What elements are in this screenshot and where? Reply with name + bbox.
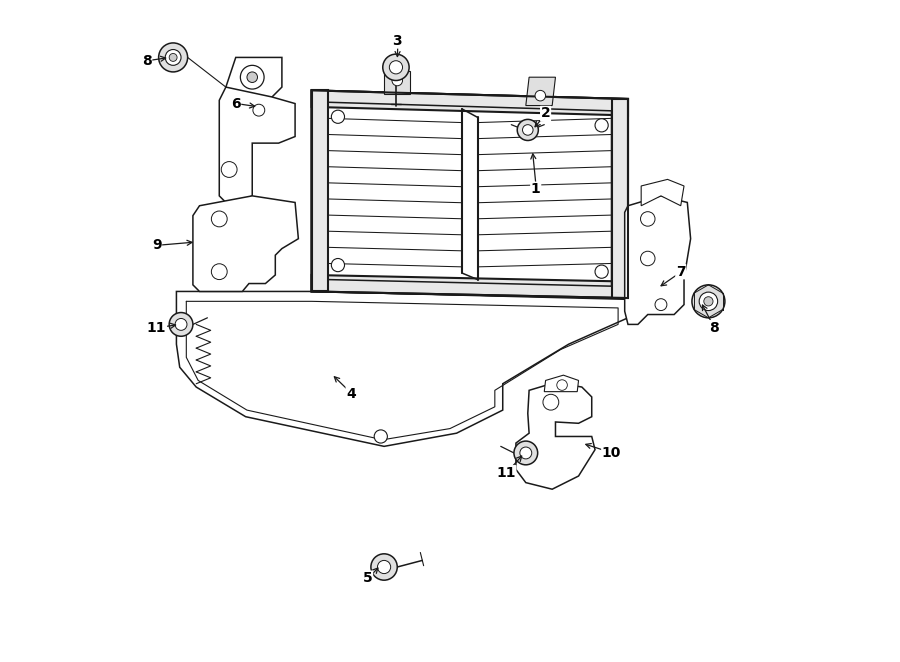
- Circle shape: [221, 162, 237, 177]
- Text: 1: 1: [531, 182, 541, 196]
- Text: 10: 10: [602, 446, 621, 460]
- Circle shape: [699, 292, 717, 310]
- Circle shape: [523, 124, 533, 135]
- Text: 2: 2: [541, 107, 551, 120]
- Circle shape: [169, 54, 177, 62]
- Circle shape: [382, 54, 410, 81]
- Circle shape: [392, 75, 402, 86]
- Text: 11: 11: [147, 320, 166, 335]
- Circle shape: [176, 318, 187, 330]
- Polygon shape: [611, 99, 628, 298]
- Polygon shape: [193, 196, 299, 291]
- Circle shape: [374, 430, 387, 443]
- Circle shape: [520, 447, 532, 459]
- Circle shape: [158, 43, 187, 72]
- Circle shape: [641, 252, 655, 265]
- Text: 7: 7: [676, 265, 686, 279]
- Circle shape: [247, 72, 257, 83]
- Text: 6: 6: [231, 97, 240, 111]
- Polygon shape: [384, 71, 410, 94]
- Polygon shape: [641, 179, 684, 206]
- Polygon shape: [176, 291, 628, 446]
- Circle shape: [595, 118, 608, 132]
- Polygon shape: [226, 58, 282, 97]
- Circle shape: [543, 395, 559, 410]
- Circle shape: [557, 380, 567, 391]
- Text: 5: 5: [363, 571, 373, 585]
- Polygon shape: [311, 275, 628, 298]
- Circle shape: [253, 104, 265, 116]
- Circle shape: [240, 66, 264, 89]
- Circle shape: [655, 299, 667, 310]
- Text: 3: 3: [392, 34, 402, 48]
- Circle shape: [518, 119, 538, 140]
- Polygon shape: [516, 383, 595, 489]
- Text: 8: 8: [709, 320, 718, 335]
- Circle shape: [514, 441, 537, 465]
- Circle shape: [331, 258, 345, 271]
- Circle shape: [169, 312, 193, 336]
- Circle shape: [535, 91, 545, 101]
- Polygon shape: [526, 77, 555, 105]
- Circle shape: [692, 285, 724, 318]
- Circle shape: [371, 554, 397, 580]
- Polygon shape: [311, 91, 628, 115]
- Circle shape: [390, 61, 402, 74]
- Circle shape: [331, 110, 345, 123]
- Circle shape: [641, 212, 655, 226]
- Circle shape: [595, 265, 608, 278]
- Circle shape: [166, 50, 181, 66]
- Text: 11: 11: [496, 466, 516, 480]
- Circle shape: [704, 297, 713, 306]
- Text: 4: 4: [346, 387, 356, 401]
- Circle shape: [212, 263, 227, 279]
- Text: 8: 8: [142, 54, 151, 68]
- Polygon shape: [311, 91, 628, 298]
- Polygon shape: [544, 375, 579, 392]
- Polygon shape: [311, 91, 328, 291]
- Circle shape: [377, 561, 391, 573]
- Circle shape: [212, 211, 227, 227]
- Polygon shape: [220, 87, 295, 206]
- Text: 9: 9: [152, 238, 161, 252]
- Polygon shape: [625, 196, 690, 324]
